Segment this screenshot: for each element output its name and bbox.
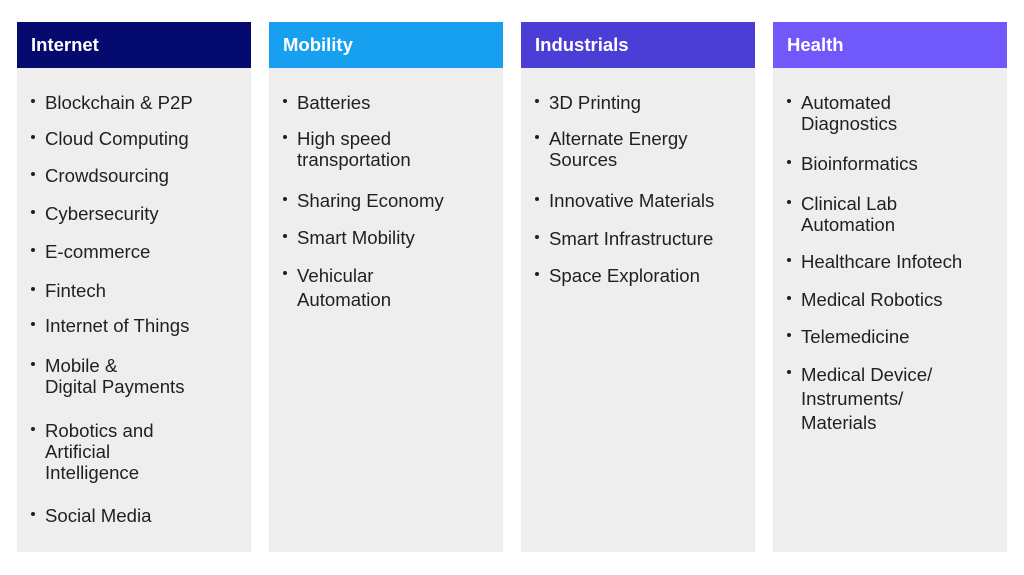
- list-item: Alternate Energy Sources: [535, 128, 745, 170]
- list-item: Healthcare Infotech: [787, 251, 997, 272]
- column-internet: Internet Blockchain & P2P Cloud Computin…: [17, 22, 251, 552]
- list-item: Innovative Materials: [535, 190, 745, 211]
- list-item: High speed transportation: [283, 128, 493, 170]
- list-item: Robotics and Artificial Intelligence: [31, 420, 241, 483]
- list-item: Fintech: [31, 280, 241, 301]
- list-item: Automated Diagnostics: [787, 92, 997, 134]
- column-health: Health Automated Diagnostics Bioinformat…: [773, 22, 1007, 552]
- list-item: Cybersecurity: [31, 203, 241, 224]
- list-item: Cloud Computing: [31, 128, 241, 149]
- list-item: Mobile & Digital Payments: [31, 355, 241, 397]
- list-item: Sharing Economy: [283, 190, 493, 211]
- column-industrials: Industrials 3D Printing Alternate Energy…: [521, 22, 755, 552]
- list-item: Crowdsourcing: [31, 165, 241, 186]
- list-item: Smart Mobility: [283, 227, 493, 248]
- list-item: Smart Infrastructure: [535, 228, 745, 249]
- list-item: E-commerce: [31, 241, 241, 262]
- list-item: Internet of Things: [31, 315, 241, 336]
- list-item: Space Exploration: [535, 265, 745, 286]
- list-item: Blockchain & P2P: [31, 92, 241, 113]
- list-item: Batteries: [283, 92, 493, 113]
- column-mobility: Mobility Batteries High speed transporta…: [269, 22, 503, 552]
- column-header: Industrials: [521, 22, 755, 68]
- list-item: Telemedicine: [787, 326, 997, 347]
- list-item: 3D Printing: [535, 92, 745, 113]
- list-item: Social Media: [31, 505, 241, 526]
- list-item: Bioinformatics: [787, 153, 997, 174]
- list-item: Medical Device/ Instruments/ Materials: [787, 363, 997, 435]
- column-header: Mobility: [269, 22, 503, 68]
- column-header: Internet: [17, 22, 251, 68]
- column-header: Health: [773, 22, 1007, 68]
- list-item: Vehicular Automation: [283, 264, 493, 312]
- list-item: Clinical Lab Automation: [787, 193, 997, 235]
- list-item: Medical Robotics: [787, 289, 997, 310]
